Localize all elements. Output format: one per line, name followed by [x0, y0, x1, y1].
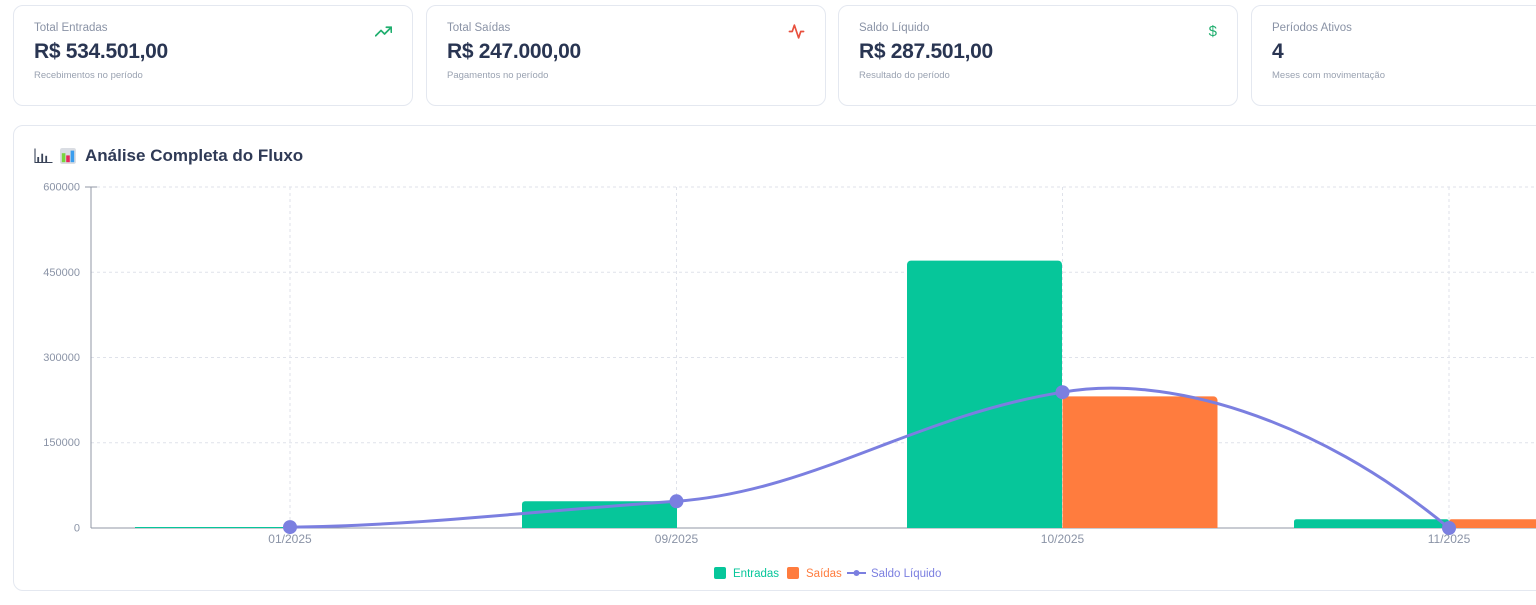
svg-text:450000: 450000 — [43, 267, 80, 279]
svg-text:11/2025: 11/2025 — [1428, 532, 1471, 546]
svg-text:09/2025: 09/2025 — [655, 532, 699, 546]
svg-text:150000: 150000 — [43, 437, 80, 449]
svg-text:01/2025: 01/2025 — [268, 532, 312, 546]
svg-text:300000: 300000 — [43, 352, 80, 364]
svg-text:10/2025: 10/2025 — [1041, 532, 1085, 546]
svg-text:Saldo Líquido: Saldo Líquido — [871, 568, 941, 580]
svg-text:Saídas: Saídas — [806, 568, 842, 580]
svg-text:Entradas: Entradas — [733, 568, 779, 580]
svg-text:600000: 600000 — [43, 182, 80, 194]
svg-text:0: 0 — [74, 523, 80, 535]
